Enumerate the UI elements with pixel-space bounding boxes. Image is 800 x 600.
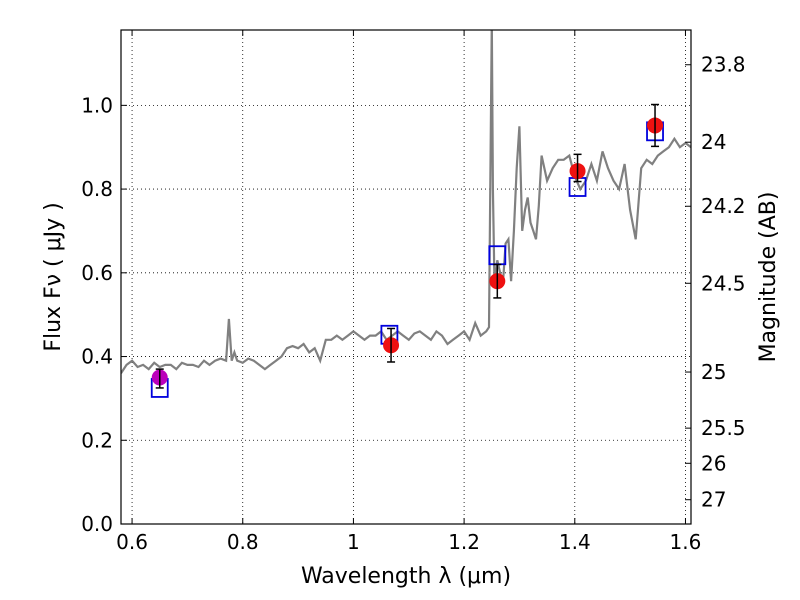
x-tick-label: 1 bbox=[347, 530, 360, 554]
x-tick-label: 1.4 bbox=[559, 530, 591, 554]
y2-tick-label: 24 bbox=[701, 130, 726, 154]
plot-area bbox=[121, 30, 691, 398]
x-tick-label: 1.2 bbox=[448, 530, 480, 554]
axes-frame bbox=[120, 29, 692, 525]
y-tick-label: 0.8 bbox=[81, 177, 113, 201]
y2-tick-label: 25.5 bbox=[701, 416, 746, 440]
x-tick-label: 0.8 bbox=[227, 530, 259, 554]
x-tick-label: 1.6 bbox=[670, 530, 702, 554]
spectrum-line bbox=[121, 30, 691, 374]
y2-tick-label: 24.2 bbox=[701, 194, 746, 218]
y-tick-label: 0.6 bbox=[81, 261, 113, 285]
x-tick-label: 0.6 bbox=[116, 530, 148, 554]
y2-axis-label: Magnitude (AB) bbox=[756, 192, 781, 363]
y-tick-label: 0.0 bbox=[81, 512, 113, 536]
ticks: 0.6 0.8 1 1.2 1.4 1.6 0.0 0.2 0.4 0.6 0.8 1.0 23.8 24… bbox=[81, 30, 746, 554]
y2-tick-label: 23.8 bbox=[701, 53, 746, 77]
y2-tick-label: 27 bbox=[701, 488, 726, 512]
y-axis-label: Flux Fν ( μJy ) bbox=[41, 202, 66, 351]
x-axis-label: Wavelength λ (μm) bbox=[301, 564, 511, 589]
y2-tick-label: 24.5 bbox=[701, 271, 746, 295]
y2-tick-label: 26 bbox=[701, 451, 726, 475]
y2-tick-label: 25 bbox=[701, 360, 726, 384]
y-tick-label: 0.4 bbox=[81, 345, 113, 369]
y-tick-label: 0.2 bbox=[81, 428, 113, 452]
y-tick-label: 1.0 bbox=[81, 93, 113, 117]
